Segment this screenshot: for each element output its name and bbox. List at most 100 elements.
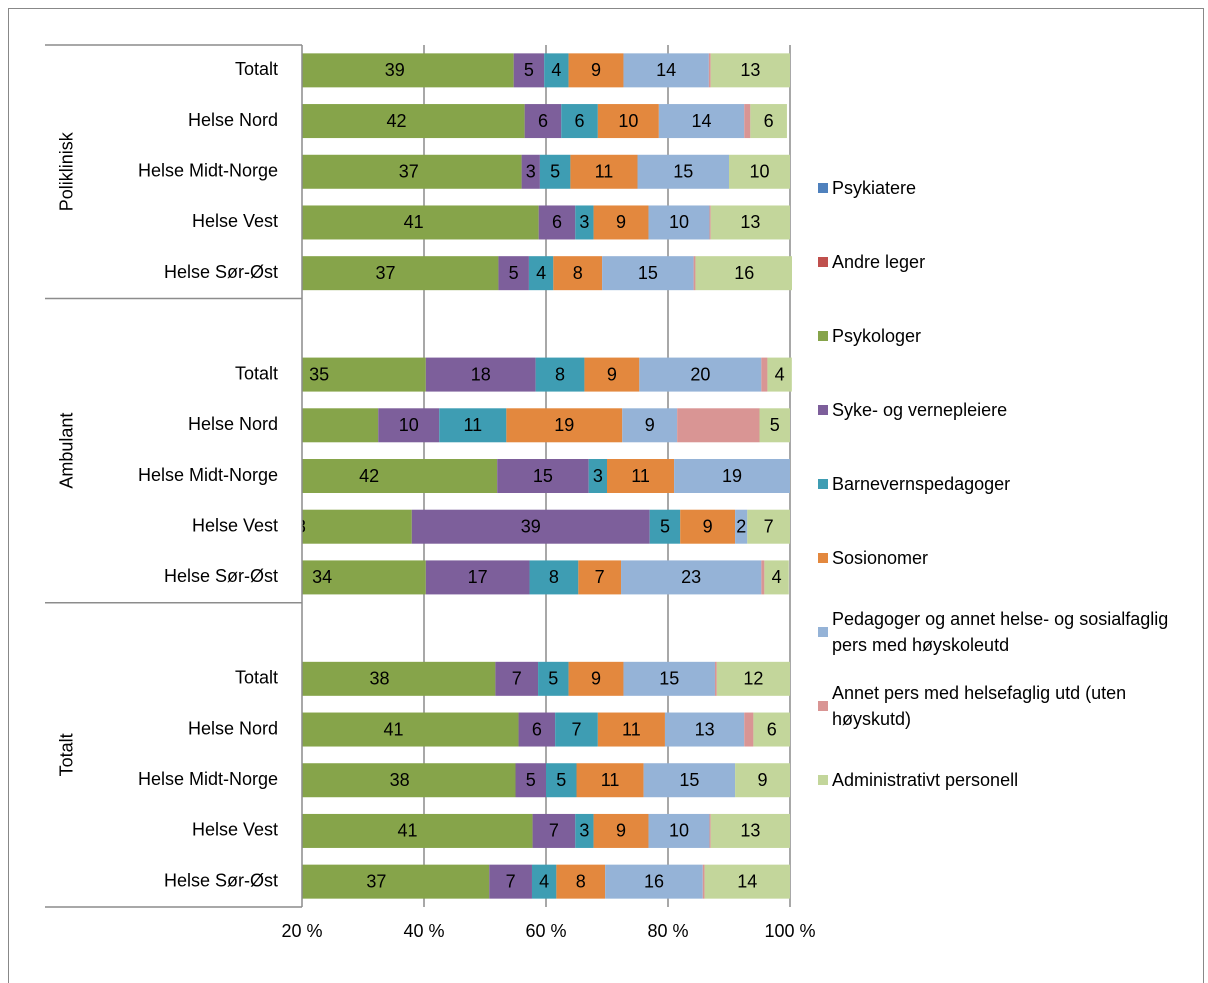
data-label: 7	[595, 567, 605, 587]
bar-segment	[607, 459, 675, 493]
data-label: 11	[595, 162, 614, 182]
group-label: Poliklinisk	[57, 131, 77, 211]
data-label: 42	[359, 466, 379, 486]
data-label: 8	[573, 263, 583, 283]
legend-item: Pedagoger og annet helse- og sosialfagli…	[818, 595, 1203, 669]
legend-swatch	[818, 701, 828, 711]
data-label: 41	[383, 719, 403, 739]
data-label: 11	[463, 415, 482, 435]
bar-segment	[623, 661, 715, 696]
data-label: 17	[468, 567, 488, 587]
legend: Psykiatere Andre leger Psykologer Syke- og …	[818, 151, 1203, 817]
bar-segment	[658, 104, 745, 139]
data-label: 10	[749, 162, 769, 182]
bar-segment	[649, 509, 681, 544]
data-label: 19	[722, 466, 742, 486]
group-label: Totalt	[57, 733, 77, 776]
data-label: 7	[506, 871, 516, 891]
data-label: 7	[764, 516, 774, 536]
bar-segment	[735, 509, 748, 544]
legend-label: Syke- og vernepleiere	[832, 400, 1008, 420]
data-label: 8	[549, 567, 559, 587]
data-label: 6	[764, 111, 774, 131]
bar-segment	[578, 560, 622, 595]
data-label: 6	[575, 111, 585, 131]
bar-segment	[753, 712, 790, 747]
bar-segment	[302, 813, 533, 848]
bar-segment	[302, 712, 519, 747]
y-tick-label: Totalt	[235, 363, 278, 383]
bar-segment	[764, 560, 789, 595]
data-label: 18	[471, 364, 491, 384]
bar-segment	[709, 205, 711, 240]
legend-label: Pedagoger og annet helse- og sosialfagli…	[832, 609, 1169, 655]
data-label: 14	[692, 111, 712, 131]
data-label: 12	[743, 669, 763, 689]
data-label: 14	[656, 60, 676, 80]
y-tick-label: Helse Vest	[192, 211, 278, 231]
data-label: 10	[669, 212, 689, 232]
data-label: 5	[509, 263, 519, 283]
bar-segment	[593, 205, 649, 240]
bar-segment	[531, 864, 557, 899]
bar-segment	[714, 661, 717, 696]
legend-label: Annet pers med helsefaglig utd (uten høy…	[832, 683, 1127, 729]
bar-segment	[538, 661, 569, 696]
data-label: 10	[669, 821, 689, 841]
legend-label: Psykologer	[832, 326, 922, 346]
bar-segment	[637, 154, 729, 189]
data-label: 4	[539, 871, 549, 891]
y-tick-label: Helse Midt-Norge	[138, 465, 278, 485]
bar-segment	[302, 560, 426, 595]
bar-segment	[302, 357, 426, 392]
bar-segment	[294, 155, 296, 189]
legend-item: Administrativt personell	[818, 743, 1203, 817]
legend-item: Barnevernspedagoger	[818, 447, 1203, 521]
data-label: 4	[536, 263, 546, 283]
data-label: 6	[538, 111, 548, 131]
bar-segment	[524, 104, 562, 139]
bar-segment	[302, 509, 412, 544]
bar-segment	[302, 408, 379, 443]
bar-segment	[575, 205, 594, 240]
y-tick-label: Helse Nord	[188, 718, 278, 738]
bar-segment	[767, 357, 792, 392]
bar-segment	[575, 813, 594, 848]
group-label: Ambulant	[57, 413, 77, 489]
y-tick-label: Helse Sør-Øst	[164, 262, 278, 282]
data-label: 7	[571, 719, 581, 739]
bar-segment	[750, 104, 787, 139]
bar-segment	[680, 509, 736, 544]
bar-segment	[570, 154, 638, 189]
bar-segment	[744, 104, 751, 139]
data-label: 30	[277, 415, 297, 435]
bar-segment	[553, 256, 603, 291]
bar-segment	[735, 763, 790, 798]
x-tick-label: 100 %	[764, 921, 815, 941]
data-label: 3	[526, 162, 536, 182]
data-label: 15	[679, 770, 699, 790]
data-label: 9	[645, 415, 655, 435]
legend-swatch	[818, 257, 828, 267]
data-label: 11	[631, 466, 650, 486]
legend-item: Sosionomer	[818, 521, 1203, 595]
data-label: 4	[551, 60, 561, 80]
data-label: 13	[740, 821, 760, 841]
legend-item: Syke- og vernepleiere	[818, 373, 1203, 447]
bar-segment	[695, 256, 792, 291]
y-tick-label: Helse Midt-Norge	[138, 769, 278, 789]
bar-segment	[710, 813, 790, 848]
legend-swatch	[818, 183, 828, 193]
legend-item: Psykologer	[818, 299, 1203, 373]
legend-swatch	[818, 331, 828, 341]
data-label: 37	[376, 263, 396, 283]
data-label: 9	[758, 770, 768, 790]
bar-segment	[584, 357, 640, 392]
bar-segment	[759, 408, 790, 443]
bar-segment	[597, 712, 665, 747]
bar-segment	[648, 205, 710, 240]
legend-swatch	[818, 627, 828, 637]
bar-segment	[704, 864, 790, 899]
legend-label: Psykiatere	[832, 178, 917, 198]
data-label: 15	[638, 263, 658, 283]
